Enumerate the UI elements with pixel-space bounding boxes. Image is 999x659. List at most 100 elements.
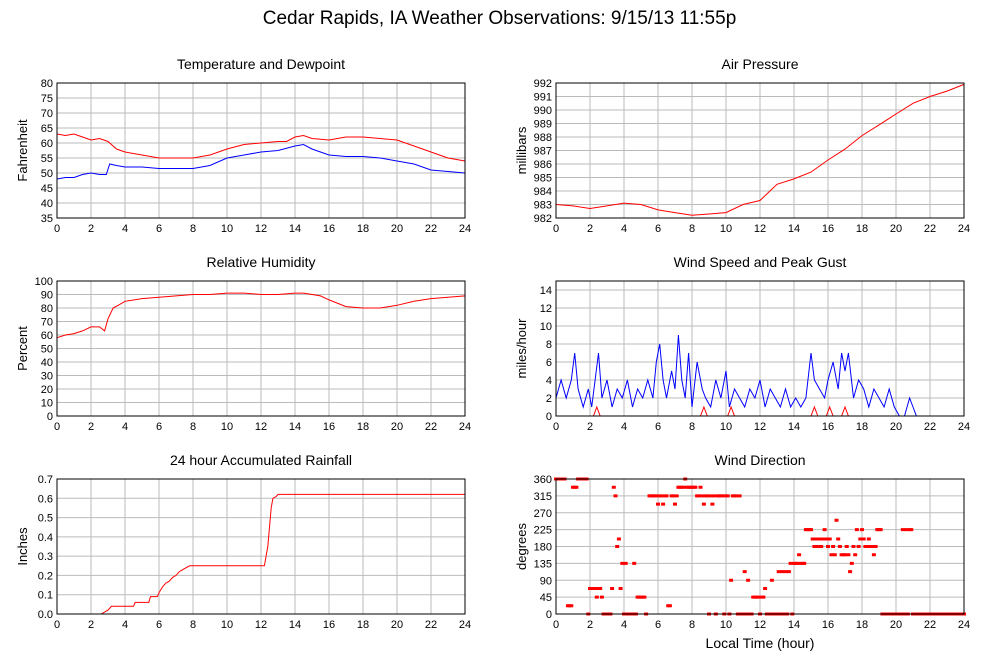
- rainfall-x-tick-label: 12: [255, 619, 267, 631]
- rainfall-y-tick-label: 0.1: [38, 590, 53, 602]
- temperature-chart: 0 2 4 6 8 10 12 14 16 18 20 22 243540455055606570758…: [15, 56, 471, 235]
- wind-direction-x-tick-label: 4: [621, 619, 627, 631]
- wind-direction-point: [763, 587, 768, 590]
- pressure-y-axis-label: millibars: [514, 126, 529, 174]
- humidity-x-tick-label: 2: [88, 421, 94, 433]
- temperature-x-tick-label: 16: [323, 223, 335, 235]
- wind-direction-x-tick-label: 8: [689, 619, 695, 631]
- temperature-y-tick-label: 55: [41, 153, 53, 165]
- rainfall-x-tick-label: 24: [459, 619, 471, 631]
- wind-direction-point: [810, 537, 815, 541]
- wind-direction-y-tick-label: 90: [540, 575, 552, 587]
- wind-direction-point: [700, 494, 705, 498]
- wind-speed-x-tick-label: 16: [822, 421, 834, 433]
- humidity-y-tick-label: 100: [35, 276, 53, 288]
- wind-direction-point: [783, 570, 788, 574]
- pressure-x-tick-label: 8: [689, 223, 695, 235]
- wind-direction-point: [598, 587, 603, 590]
- wind-direction-point: [812, 545, 817, 548]
- wind-direction-point: [904, 528, 909, 532]
- temperature-y-tick-label: 75: [41, 93, 53, 105]
- wind-direction-point: [849, 561, 854, 565]
- wind-direction-point: [814, 537, 819, 541]
- wind-speed-y-tick-label: 8: [546, 339, 552, 351]
- wind-direction-point: [611, 485, 616, 489]
- wind-direction-point: [861, 537, 866, 541]
- wind-direction-point: [742, 570, 747, 574]
- wind-speed-x-tick-label: 0: [553, 421, 559, 433]
- pressure-y-tick-label: 991: [534, 92, 552, 104]
- wind-direction-point: [593, 587, 598, 590]
- humidity-x-tick-label: 24: [459, 421, 471, 433]
- temperature-series-blue: [56, 143, 466, 180]
- wind-speed-y-tick-label: 12: [540, 303, 552, 315]
- wind-direction-point: [826, 545, 830, 548]
- wind-direction-title: Wind Direction: [714, 452, 805, 468]
- wind-direction-point: [696, 494, 701, 498]
- rainfall-y-tick-label: 0.5: [38, 513, 53, 525]
- wind-direction-point: [776, 570, 781, 574]
- wind-direction-point: [642, 595, 647, 599]
- wind-direction-point: [756, 595, 761, 599]
- wind-direction-point: [681, 485, 686, 489]
- temperature-x-tick-label: 14: [289, 223, 301, 235]
- humidity-y-tick-label: 70: [41, 317, 53, 329]
- pressure-y-tick-label: 987: [534, 146, 552, 158]
- wind-speed-x-tick-label: 8: [689, 421, 695, 433]
- pressure-y-tick-label: 985: [534, 173, 552, 185]
- wind-speed-series-blue: [555, 334, 964, 417]
- temperature-axes-frame: [56, 82, 466, 219]
- pressure-y-tick-label: 986: [534, 159, 552, 171]
- wind-direction-point: [769, 578, 774, 582]
- wind-direction-point: [710, 502, 715, 506]
- wind-direction-point: [610, 587, 615, 590]
- wind-direction-y-tick-label: 45: [540, 592, 552, 604]
- wind-direction-point: [837, 545, 842, 548]
- rainfall-y-tick-label: 0.3: [38, 551, 53, 563]
- wind-direction-point: [856, 545, 861, 548]
- wind-speed-x-tick-label: 4: [621, 421, 627, 433]
- humidity-x-tick-label: 6: [156, 421, 162, 433]
- humidity-x-tick-label: 4: [122, 421, 128, 433]
- pressure-x-tick-label: 18: [856, 223, 868, 235]
- temperature-x-tick-label: 20: [391, 223, 403, 235]
- wind-speed-x-tick-label: 18: [856, 421, 868, 433]
- pressure-y-tick-label: 983: [534, 200, 552, 212]
- wind-direction-point: [693, 485, 698, 489]
- wind-direction-point: [613, 494, 618, 498]
- wind-direction-point: [871, 553, 876, 557]
- temperature-x-tick-label: 22: [425, 223, 437, 235]
- pressure-x-tick-label: 4: [621, 223, 627, 235]
- wind-direction-point: [729, 578, 734, 582]
- pressure-x-tick-label: 20: [890, 223, 902, 235]
- wind-direction-point: [834, 518, 839, 522]
- wind-direction-point: [594, 595, 599, 599]
- wind-direction-point: [708, 494, 713, 498]
- humidity-y-tick-label: 50: [41, 344, 53, 356]
- temperature-y-tick-label: 35: [41, 213, 53, 225]
- pressure-x-tick-label: 10: [720, 223, 732, 235]
- humidity-y-tick-label: 0: [47, 411, 53, 423]
- wind-direction-point: [843, 553, 847, 557]
- wind-speed-x-tick-label: 6: [655, 421, 661, 433]
- wind-direction-point: [878, 528, 883, 532]
- rainfall-series-red: [57, 493, 465, 615]
- wind-direction-point: [854, 528, 859, 532]
- wind-direction-y-tick-label: 315: [534, 491, 552, 503]
- humidity-x-tick-label: 20: [391, 421, 403, 433]
- pressure-y-tick-label: 990: [534, 105, 552, 117]
- temperature-x-tick-label: 2: [88, 223, 94, 235]
- wind-direction-point: [824, 537, 829, 541]
- wind-direction-point: [822, 528, 827, 532]
- humidity-y-tick-label: 90: [41, 290, 53, 302]
- wind-direction-point: [761, 595, 766, 599]
- humidity-y-tick-label: 20: [41, 384, 53, 396]
- wind-direction-point: [832, 553, 837, 557]
- wind-direction-x-tick-label: 24: [958, 619, 970, 631]
- wind-direction-point: [616, 537, 621, 541]
- temperature-title: Temperature and Dewpoint: [177, 56, 345, 72]
- wind-direction-point: [865, 545, 870, 548]
- temperature-x-tick-label: 12: [255, 223, 267, 235]
- humidity-y-tick-label: 40: [41, 357, 53, 369]
